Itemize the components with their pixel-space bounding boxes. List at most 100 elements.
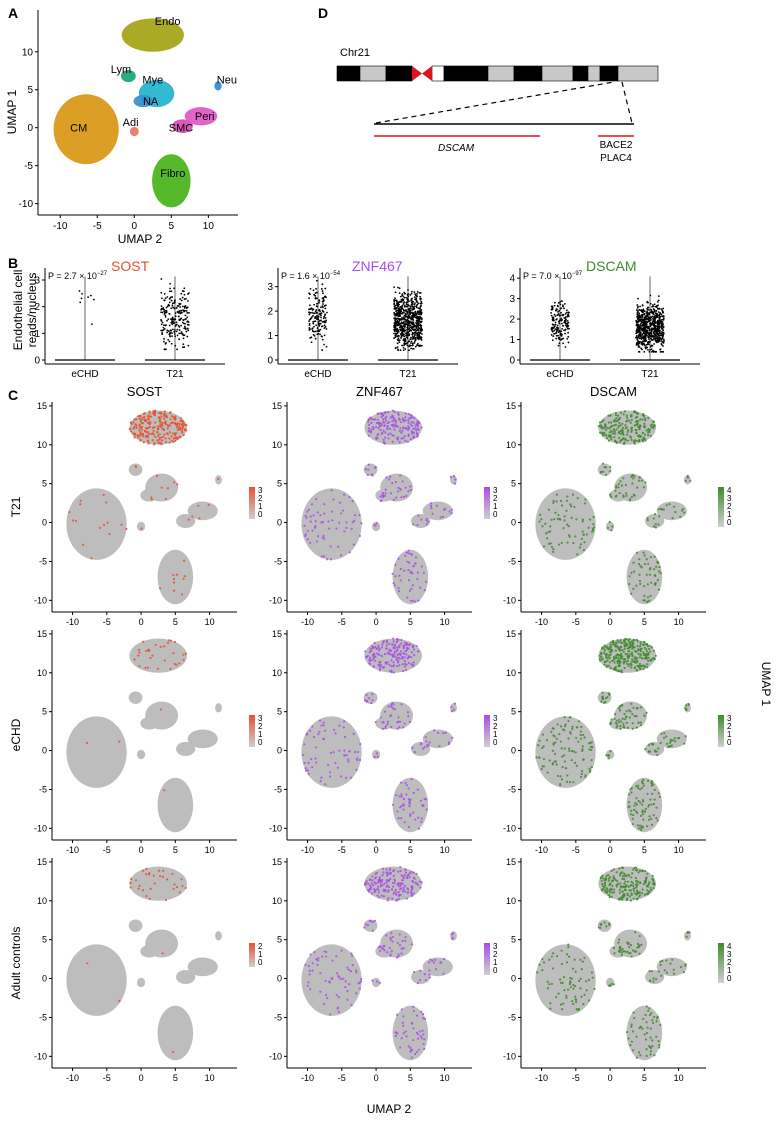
chromosome-band [443, 65, 489, 82]
b-ytick-label: 3 [267, 282, 273, 293]
c-ytick-label: -5 [508, 1012, 516, 1022]
c-ytick-label: 5 [511, 707, 516, 717]
c-ytick-label: 10 [37, 896, 47, 906]
grey-cluster [645, 742, 665, 756]
panel-a-ylabel: UMAP 1 [5, 89, 19, 134]
grey-cluster [422, 729, 453, 749]
chromosome-band [617, 65, 659, 82]
grey-cluster [187, 501, 218, 521]
expression-points [302, 637, 456, 830]
row-label-0: T21 [9, 496, 23, 517]
grey-cluster [136, 521, 146, 532]
c-ytick-label: -10 [269, 823, 282, 833]
grey-cluster [66, 488, 127, 560]
c-xtick-label: 10 [205, 1073, 215, 1083]
row-label-2: Adult controls [9, 927, 23, 1000]
c-ytick-label: 10 [506, 440, 516, 450]
grey-cluster [645, 970, 665, 984]
c-ytick-label: 5 [277, 935, 282, 945]
legend-tick: 3 [493, 942, 498, 951]
c-ytick-label: 0 [511, 746, 516, 756]
expression-points [535, 637, 691, 832]
legend-bar [249, 715, 255, 747]
a-ytick-label: -5 [24, 161, 33, 172]
chromosome-band [541, 65, 574, 82]
legend-tick: 2 [727, 502, 732, 511]
grey-cluster [215, 931, 222, 941]
violin-points [635, 294, 665, 353]
c-xtick-label: 10 [674, 845, 684, 855]
c-ytick-label: 15 [272, 857, 282, 867]
c-ytick-label: -5 [39, 1012, 47, 1022]
c-xtick-label: 0 [608, 845, 613, 855]
c-xtick-label: -5 [103, 845, 111, 855]
legend-tick: 3 [727, 494, 732, 503]
violin-plot-dscam: 4 3 2 1 0 P = 7.0 × 10−97 DSCAM eCHD T21 [509, 258, 700, 380]
legend-tick: 1 [727, 730, 732, 739]
cluster-peri [184, 107, 218, 126]
c-xtick-label: 5 [408, 617, 413, 627]
panel-a-umap: -10 -5 0 5 10 10 5 0 -5 -10 Endo Lym Mye NA Neu CM Adi P… [5, 10, 238, 246]
panel-c-xlabel: UMAP 2 [367, 1102, 412, 1116]
legend-tick: 2 [493, 494, 498, 503]
a-ytick-label: 0 [27, 123, 33, 134]
c-xtick-label: 10 [440, 617, 450, 627]
panel-c-letter: C [8, 387, 18, 403]
grey-cluster [176, 970, 196, 984]
c-xtick-label: -5 [572, 1073, 580, 1083]
c-ytick-label: -10 [34, 823, 47, 833]
c-xtick-label: -5 [103, 617, 111, 627]
chromosome-band [587, 65, 601, 82]
c-xtick-label: 5 [173, 1073, 178, 1083]
bace2-gene-label: BACE2 [600, 140, 633, 151]
grey-cluster [656, 957, 687, 977]
chromosome-band [599, 65, 619, 82]
grey-cluster [626, 549, 663, 605]
c-ytick-label: -10 [269, 1051, 282, 1061]
grey-cluster [187, 729, 218, 749]
c-xtick-label: -5 [572, 617, 580, 627]
row-label-1: eCHD [9, 718, 23, 751]
c-ytick-label: 15 [37, 857, 47, 867]
c-ytick-label: 15 [37, 629, 47, 639]
col-title-dscam: DSCAM [590, 384, 637, 399]
c-ytick-label: -10 [34, 1051, 47, 1061]
grey-cluster [187, 957, 218, 977]
c-xtick-label: 10 [440, 1073, 450, 1083]
p-value-sost: P = 2.7 × 10−27 [48, 271, 108, 281]
expression-points [303, 409, 457, 603]
legend-tick: 3 [258, 486, 263, 495]
legend-tick: 3 [493, 714, 498, 723]
expression-points [304, 865, 455, 1059]
c-xtick-label: -10 [66, 845, 79, 855]
zoom-line-right [621, 81, 633, 124]
c-xtick-label: 0 [374, 845, 379, 855]
expression-points [85, 639, 187, 792]
a-ytick-label: 5 [27, 85, 33, 96]
legend-tick: 0 [727, 738, 732, 747]
c-ytick-label: 10 [272, 668, 282, 678]
b-ytick-label: 0 [267, 356, 273, 367]
grey-cluster [411, 514, 431, 528]
a-xtick-label: -10 [53, 221, 68, 232]
c-xtick-label: 10 [205, 845, 215, 855]
grey-cluster [157, 1005, 194, 1061]
b-ytick-label: 2 [509, 315, 515, 326]
legend-tick: 2 [493, 950, 498, 959]
grey-cluster [140, 717, 159, 730]
chromosome-band [513, 65, 543, 82]
c-xtick-label: 0 [374, 617, 379, 627]
b-ytick-label: 0 [509, 356, 515, 367]
c-ytick-label: -5 [508, 784, 516, 794]
c-ytick-label: 15 [506, 401, 516, 411]
c-xtick-label: 0 [374, 1073, 379, 1083]
grey-cluster [128, 691, 143, 704]
c-ytick-label: 0 [42, 518, 47, 528]
legend-bar [718, 943, 724, 983]
legend-tick: 2 [493, 722, 498, 731]
b-ytick-label: 4 [509, 274, 515, 285]
